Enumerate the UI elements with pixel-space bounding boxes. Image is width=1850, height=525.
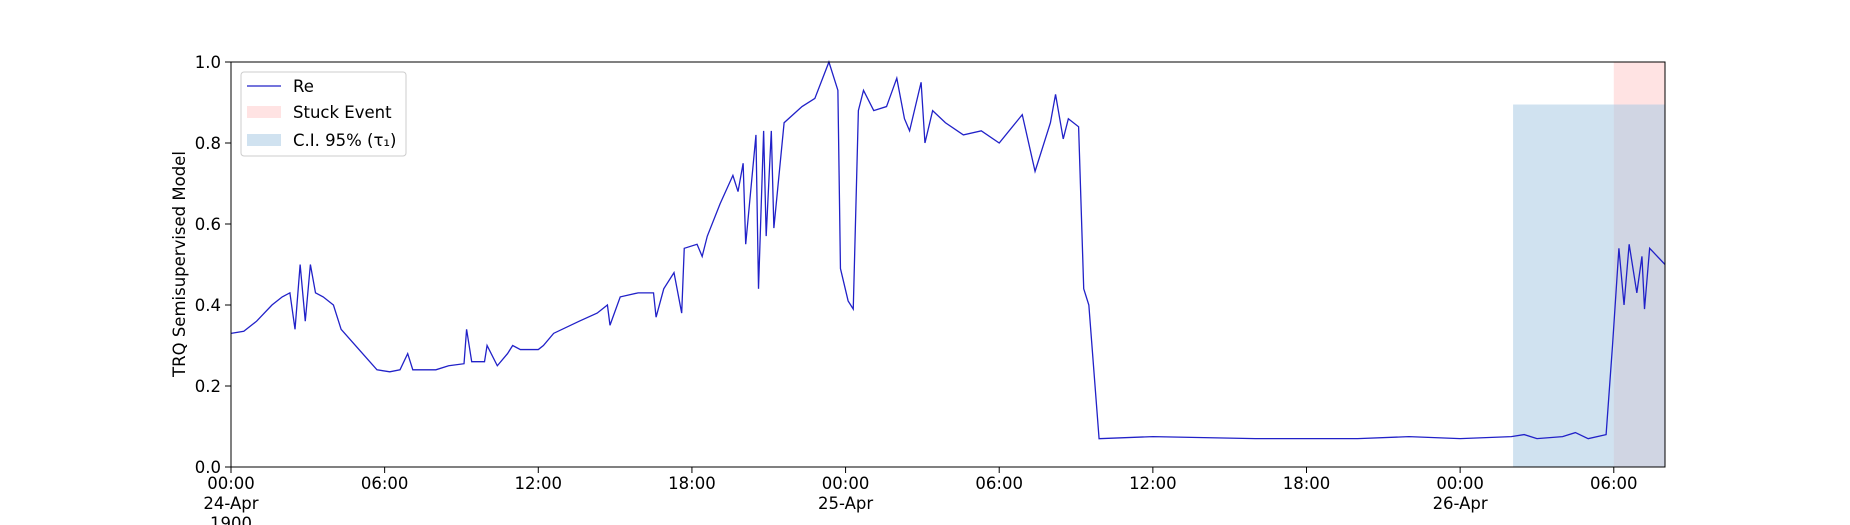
x-tick-label: 12:00 — [515, 474, 563, 493]
legend-label: Re — [293, 77, 314, 96]
x-tick-label: 18:00 — [668, 474, 716, 493]
legend-label: Stuck Event — [293, 103, 392, 122]
x-tick-label: 06:00 — [361, 474, 409, 493]
legend-label: C.I. 95% (τ₁) — [293, 131, 396, 150]
x-tick-label: 00:00 26-Apr — [1433, 474, 1488, 513]
x-tick-label: 00:00 25-Apr — [818, 474, 873, 513]
y-tick-label: 0.2 — [195, 377, 221, 396]
x-tick-label: 12:00 — [1129, 474, 1177, 493]
x-tick-label: 18:00 — [1283, 474, 1331, 493]
legend-patch — [247, 106, 281, 118]
y-axis-label: TRQ Semisupervised Model — [170, 151, 189, 378]
legend-patch — [247, 134, 281, 146]
legend-box — [240, 71, 407, 157]
plot-frame — [230, 61, 1666, 468]
x-tick-label: 06:00 — [975, 474, 1023, 493]
y-tick-label: 0.4 — [195, 296, 221, 315]
data-line — [230, 60, 1666, 440]
y-tick-label: 0.8 — [195, 134, 221, 153]
y-tick-label: 0.0 — [195, 458, 221, 477]
y-tick-label: 1.0 — [195, 53, 221, 72]
x-tick-label: 06:00 — [1590, 474, 1638, 493]
shaded-span — [1513, 104, 1665, 468]
x-tick-label: 00:00 24-Apr 1900 — [203, 474, 258, 525]
y-tick-label: 0.6 — [195, 215, 221, 234]
